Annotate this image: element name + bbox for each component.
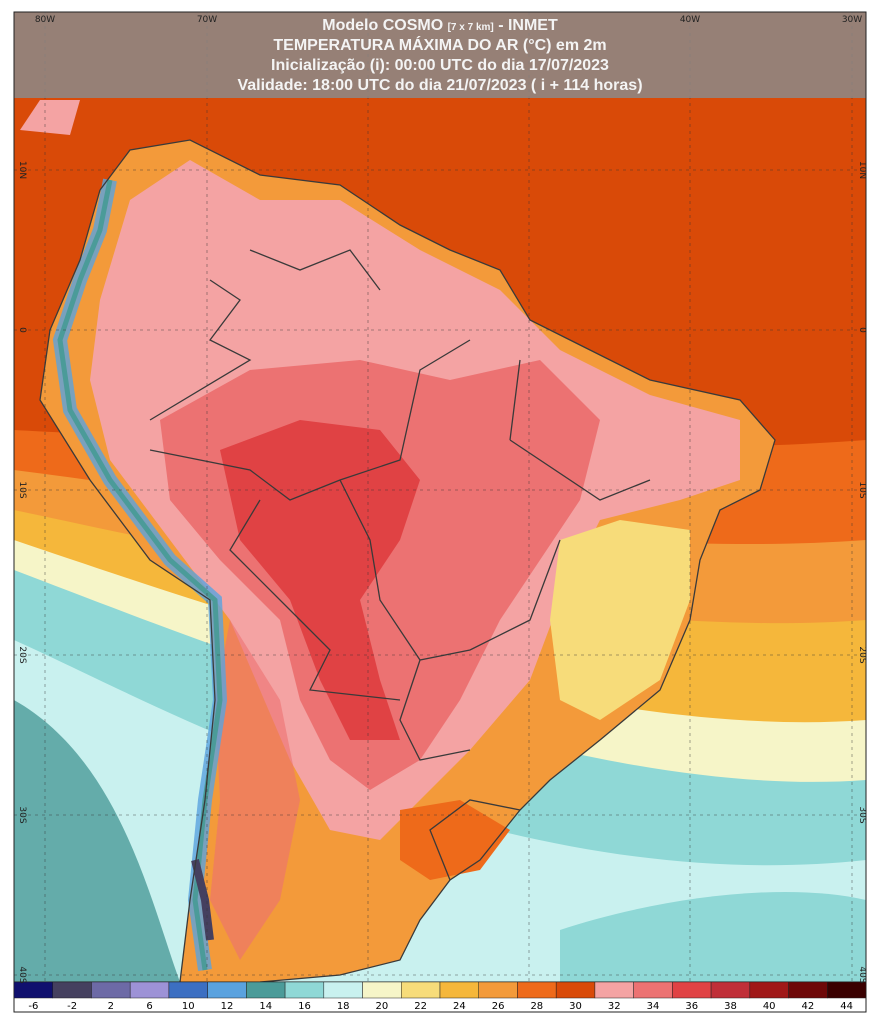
- lon-label: 30W: [842, 15, 862, 25]
- lon-label: 80W: [35, 15, 55, 25]
- legend-swatch: [168, 981, 208, 999]
- legend-label: 12: [221, 1001, 234, 1012]
- legend-swatch: [672, 981, 712, 999]
- legend-label: 6: [146, 1001, 152, 1012]
- legend-label: 10: [182, 1001, 195, 1012]
- legend-swatch: [13, 981, 53, 999]
- legend-swatch: [284, 981, 325, 999]
- legend-label: 40: [763, 1001, 776, 1012]
- legend-swatch: [517, 981, 557, 999]
- init-time: Inicialização (i): 00:00 UTC do dia 17/0…: [271, 57, 609, 74]
- legend-label: 18: [337, 1001, 350, 1012]
- resolution: [7 x 7 km]: [448, 22, 494, 33]
- title-line-1: Modelo COSMO [7 x 7 km] - INMET: [322, 17, 558, 34]
- legend-swatch: [478, 981, 518, 999]
- legend-swatch: [323, 981, 363, 999]
- lat-label: 0: [857, 327, 867, 333]
- legend-label: 38: [724, 1001, 737, 1012]
- legend-swatch: [633, 981, 673, 999]
- legend-label: 30: [569, 1001, 582, 1012]
- legend-swatch: [129, 981, 170, 999]
- legend-label: 24: [453, 1001, 466, 1012]
- color-legend: -6 -2 2 6 10 12 14 16 18 20 22 24 26 28 30 32 34 36 38 40 42…: [13, 981, 867, 1013]
- legend-label: 20: [376, 1001, 389, 1012]
- legend-label: -2: [67, 1001, 77, 1012]
- legend-label: 28: [530, 1001, 543, 1012]
- model-name: Modelo COSMO: [322, 17, 443, 34]
- legend-swatch: [401, 981, 441, 999]
- valid-time: Validade: 18:00 UTC do dia 21/07/2023 ( …: [237, 77, 642, 94]
- lat-label: 0: [17, 327, 27, 333]
- legend-label: 14: [259, 1001, 272, 1012]
- title-band: [14, 12, 866, 98]
- legend-label: 36: [685, 1001, 698, 1012]
- legend-swatch: [362, 981, 402, 999]
- lat-label: 10S: [17, 481, 27, 498]
- legend-swatch: [749, 981, 789, 999]
- legend-swatch: [788, 981, 828, 999]
- legend-swatch: [710, 981, 751, 999]
- legend-swatch: [439, 981, 479, 999]
- lon-label: 70W: [197, 15, 217, 25]
- lat-label: 10N: [17, 161, 27, 179]
- legend-label: 34: [647, 1001, 660, 1012]
- legend-swatch: [594, 981, 634, 999]
- legend-swatch: [555, 981, 596, 999]
- legend-label: 32: [608, 1001, 621, 1012]
- lat-label: 20S: [17, 646, 27, 663]
- lon-label: 40W: [680, 15, 700, 25]
- legend-label: 42: [802, 1001, 815, 1012]
- legend-label: -6: [28, 1001, 38, 1012]
- lat-label: 10N: [857, 161, 867, 179]
- legend-swatch: [827, 981, 867, 999]
- legend-label: 26: [492, 1001, 505, 1012]
- lat-label: 30S: [17, 806, 27, 823]
- map-field: [14, 12, 866, 982]
- lat-label: 40S: [17, 966, 27, 983]
- coastline: [39, 139, 776, 982]
- legend-swatch: [207, 981, 247, 999]
- legend-swatch: [246, 981, 286, 999]
- graticule: [14, 12, 866, 982]
- legend-swatch: [52, 981, 92, 999]
- legend-label: 44: [840, 1001, 853, 1012]
- variable-title: TEMPERATURA MÁXIMA DO AR (°C) em 2m: [273, 35, 606, 54]
- lat-label: 10S: [857, 481, 867, 498]
- legend-label: 16: [298, 1001, 311, 1012]
- lat-label: 40S: [857, 966, 867, 983]
- source: - INMET: [498, 17, 558, 34]
- lat-label: 20S: [857, 646, 867, 663]
- legend-label: 2: [108, 1001, 114, 1012]
- lat-label: 30S: [857, 806, 867, 823]
- legend-swatch: [91, 981, 131, 999]
- legend-label: 22: [414, 1001, 427, 1012]
